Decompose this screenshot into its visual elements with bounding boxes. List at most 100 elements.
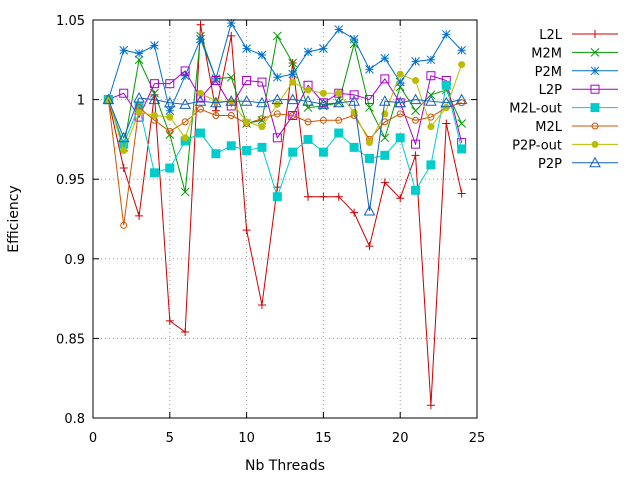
data-point-l2l: [396, 194, 405, 203]
data-point-m2l-out: [149, 168, 159, 178]
data-point-p2m: [180, 71, 190, 81]
data-point-m2m: [134, 55, 144, 65]
data-point-p2p: [133, 91, 145, 103]
data-point-m2m: [380, 133, 390, 143]
data-point-l2p: [242, 75, 252, 85]
data-point-p2m: [242, 44, 251, 54]
data-point-m2l: [289, 112, 297, 120]
data-point-p2m: [365, 64, 374, 74]
data-point-p2p: [117, 131, 130, 143]
legend-entry-m2l-out: M2L-out: [509, 102, 618, 117]
legend-marker-p2p: [589, 156, 601, 168]
data-point-l2l: [211, 106, 220, 115]
data-point-l2p: [411, 139, 421, 149]
data-point-p2p: [102, 93, 115, 105]
data-point-p2p-out: [442, 104, 450, 112]
data-point-p2m: [211, 74, 221, 84]
data-point-p2m: [395, 77, 405, 87]
legend-label-p2p-out: P2P-out: [512, 138, 562, 153]
plot-frame: [92, 19, 478, 419]
data-point-p2p-out: [166, 113, 174, 121]
data-point-p2m: [380, 53, 390, 63]
data-point-l2l: [426, 401, 435, 410]
legend-label-p2m: P2M: [535, 65, 562, 80]
data-point-m2l: [335, 116, 343, 124]
x-tick-label: 10: [238, 431, 255, 446]
data-point-p2p-out: [396, 70, 404, 78]
data-point-m2l: [181, 118, 189, 126]
data-point-p2p: [348, 95, 360, 106]
data-point-m2l: [258, 115, 266, 123]
data-point-m2l-out: [288, 147, 298, 157]
series-line-p2m: [107, 21, 462, 113]
data-point-m2l: [319, 116, 327, 124]
legend-label-m2m: M2M: [531, 46, 562, 61]
series-line-p2p-out: [107, 64, 463, 153]
data-point-l2l: [457, 189, 466, 198]
legend-entry-m2m: M2M: [531, 46, 618, 61]
data-point-m2l: [212, 112, 220, 120]
data-point-p2m: [411, 57, 420, 66]
series-line-m2m: [107, 34, 463, 193]
legend-label-l2p: L2P: [539, 83, 563, 98]
data-point-p2p: [317, 98, 330, 109]
data-point-m2m: [457, 119, 466, 128]
data-point-m2l-out: [257, 142, 267, 152]
data-point-p2p: [409, 93, 422, 105]
data-point-m2l-out: [242, 146, 252, 156]
data-point-m2m: [411, 106, 420, 116]
data-point-l2l: [165, 316, 174, 325]
x-tick-label: 20: [392, 431, 409, 446]
legend-entry-p2m: P2M: [535, 65, 618, 80]
data-point-l2p: [272, 133, 282, 143]
x-axis-title: Nb Threads: [245, 458, 325, 474]
legend-marker-m2m: [590, 48, 600, 57]
data-point-p2p-out: [365, 139, 373, 147]
data-point-p2p-out: [135, 108, 143, 116]
legend-entry-p2p: P2P: [538, 156, 618, 172]
data-point-m2l-out: [318, 147, 328, 157]
data-point-p2p: [363, 205, 376, 216]
data-point-p2m: [457, 45, 466, 55]
data-point-l2p: [180, 66, 190, 76]
data-point-l2p: [165, 79, 175, 89]
data-point-p2m: [119, 45, 129, 55]
data-point-m2l-out: [211, 149, 221, 159]
data-point-l2l: [181, 328, 190, 337]
data-point-m2l: [304, 118, 312, 126]
data-point-m2l-out: [226, 141, 236, 151]
data-point-m2l: [197, 105, 205, 113]
data-point-l2p: [119, 88, 129, 98]
legend-entry-p2p-out: P2P-out: [512, 138, 618, 153]
data-point-p2m: [319, 44, 328, 54]
data-point-p2m: [196, 34, 205, 44]
data-point-p2p: [378, 95, 391, 106]
data-point-p2m: [441, 29, 451, 39]
data-point-m2l: [273, 110, 281, 118]
data-point-p2m: [226, 18, 236, 28]
data-point-p2p: [148, 93, 161, 105]
data-point-p2p: [179, 98, 192, 109]
data-point-l2p: [426, 71, 436, 81]
data-point-p2p: [163, 96, 176, 108]
data-point-m2l-out: [426, 160, 436, 170]
legend-marker-m2l-out: [590, 103, 600, 113]
data-point-l2l: [411, 151, 420, 160]
data-point-l2l: [334, 192, 343, 201]
data-point-p2p: [271, 93, 284, 105]
x-tick-label: 15: [315, 431, 332, 446]
legend-label-m2l-out: M2L-out: [509, 102, 562, 117]
series-line-m2l-out: [107, 85, 463, 199]
data-point-p2p-out: [319, 89, 327, 97]
data-point-m2m: [180, 187, 190, 197]
data-point-p2p-out: [458, 61, 466, 69]
data-point-l2l: [365, 242, 374, 251]
data-point-p2m: [134, 49, 144, 58]
y-axis-title: Efficiency: [6, 185, 22, 252]
data-point-p2p: [240, 95, 253, 106]
data-point-m2m: [426, 90, 436, 100]
x-tick-label: 25: [469, 431, 486, 446]
y-tick-label: 0.85: [56, 332, 85, 347]
legend-marker-m2l: [591, 122, 599, 130]
